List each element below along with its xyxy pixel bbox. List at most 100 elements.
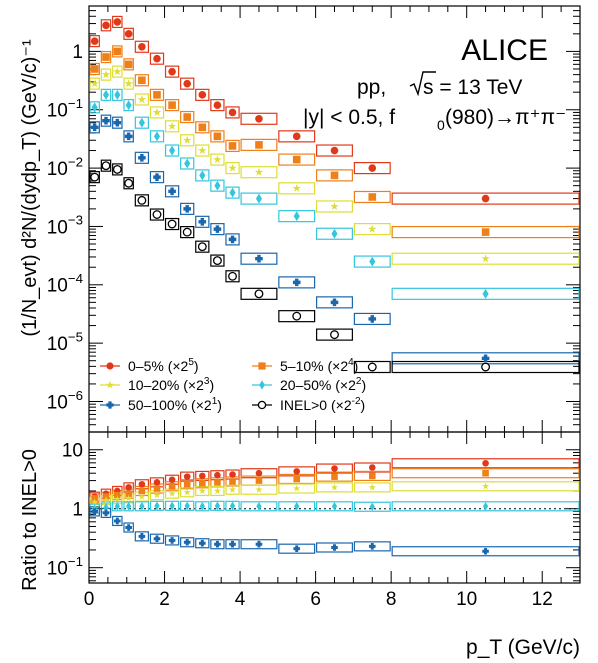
data-point: [256, 501, 262, 511]
systematic-box: [134, 531, 150, 542]
data-point: [183, 488, 191, 496]
systematic-box: [180, 202, 195, 215]
data-point: [137, 95, 147, 104]
x-tick-label: 6: [310, 589, 321, 610]
systematic-box: [100, 159, 112, 172]
data-point: [106, 401, 114, 409]
data-point: [214, 471, 221, 479]
data-point: [254, 167, 264, 176]
data-point: [168, 537, 176, 544]
data-point: [481, 194, 490, 203]
systematic-box: [278, 276, 316, 289]
data-point: [293, 545, 301, 552]
data-point: [139, 501, 145, 511]
systematic-box: [195, 215, 210, 228]
data-point: [138, 117, 145, 128]
legend-label: 0–5% (×25): [128, 357, 199, 374]
systematic-box: [123, 522, 134, 533]
systematic-box: [180, 487, 195, 498]
systematic-box: [278, 130, 316, 143]
bottom-data-markers: [91, 459, 490, 555]
systematic-box: [240, 112, 278, 125]
rapidity-label: |y| < 0.5, f: [303, 106, 395, 129]
systematic-box: [112, 45, 123, 58]
systematic-box: [100, 19, 112, 32]
data-point: [482, 469, 489, 477]
y-tick-label: 1: [72, 500, 83, 521]
data-point: [330, 171, 339, 180]
data-point: [168, 187, 176, 196]
data-point: [126, 501, 132, 511]
systematic-box: [278, 501, 316, 512]
systematic-box: [316, 328, 353, 341]
y-tick-label: 1: [72, 42, 83, 63]
data-point: [183, 473, 191, 480]
systematic-box: [149, 533, 165, 544]
data-point: [113, 118, 122, 127]
systematic-box: [225, 539, 240, 550]
systematic-box: [278, 153, 316, 166]
systematic-box: [240, 192, 278, 205]
data-point: [481, 228, 490, 236]
legend-label: 10–20% (×23): [128, 376, 214, 393]
systematic-box: [180, 226, 195, 239]
y-tick-label: 10−3: [47, 213, 83, 239]
data-point: [255, 254, 263, 263]
data-point: [330, 483, 339, 491]
data-point: [331, 544, 338, 551]
top-y-tick-labels: 10−6 10−5 10−4 10−3 10−2 10−1 1: [47, 42, 83, 413]
data-point: [293, 484, 301, 492]
data-point: [183, 480, 191, 488]
data-point: [138, 154, 146, 162]
data-point: [482, 501, 489, 511]
data-point: [153, 535, 161, 543]
systematic-box: [240, 484, 278, 495]
data-point: [138, 487, 146, 495]
systematic-box: [134, 93, 150, 106]
data-point: [228, 108, 237, 117]
systematic-box: [134, 501, 150, 512]
systematic-box: [89, 121, 100, 134]
x-tick-label: 2: [159, 589, 170, 610]
data-point: [167, 121, 177, 130]
data-point: [259, 380, 265, 390]
data-point: [125, 494, 133, 502]
top-y-axis-title: (1/N_evt) d²N/(dydp_T) (GeV/c)⁻¹: [19, 39, 41, 337]
systematic-box: [240, 138, 278, 151]
data-point: [368, 164, 377, 172]
systematic-box: [89, 101, 100, 114]
energy-label: s = 13 TeV: [423, 76, 522, 99]
data-point: [199, 170, 206, 181]
data-point: [183, 205, 191, 213]
data-point: [101, 70, 111, 79]
systematic-box: [89, 171, 100, 184]
systematic-box: [123, 27, 134, 40]
data-point: [102, 509, 110, 517]
systematic-box: [278, 310, 316, 323]
y-tick-label: 10: [62, 441, 83, 462]
data-point: [213, 132, 222, 141]
data-point: [228, 163, 237, 172]
systematic-box: [149, 52, 165, 65]
data-point: [255, 193, 263, 204]
data-point: [292, 155, 301, 164]
systematic-box: [180, 500, 195, 511]
data-point: [229, 187, 236, 198]
systematic-box: [195, 538, 210, 549]
data-point: [331, 465, 338, 472]
systematic-box: [112, 515, 123, 527]
y-tick-label: 10−4: [47, 271, 83, 297]
data-point: [229, 471, 236, 478]
data-point: [292, 278, 301, 287]
systematic-box: [391, 287, 580, 300]
data-point: [102, 116, 110, 125]
data-point: [167, 219, 177, 229]
data-point: [169, 501, 175, 511]
systematic-box: [123, 77, 134, 90]
data-point: [255, 469, 263, 477]
systematic-box: [180, 157, 195, 170]
systematic-box: [278, 210, 316, 223]
data-point: [481, 254, 490, 263]
systematic-box: [210, 485, 225, 497]
